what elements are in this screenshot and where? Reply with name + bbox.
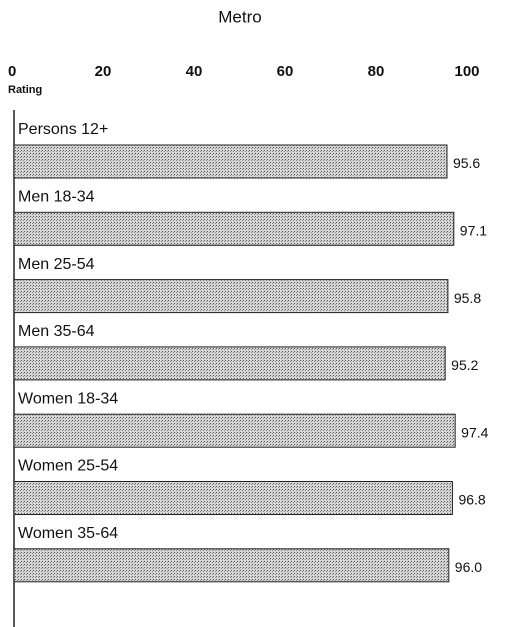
- value-label: 96.0: [455, 559, 482, 575]
- x-tick-label: 20: [95, 63, 112, 80]
- category-label: Women 25-54: [18, 458, 118, 475]
- value-label: 96.8: [458, 492, 485, 508]
- x-tick-label: 60: [277, 63, 294, 80]
- category-label: Women 18-34: [18, 390, 118, 407]
- x-axis-label: Rating: [8, 84, 42, 96]
- bar: [13, 279, 449, 314]
- category-label: Men 35-64: [18, 323, 95, 340]
- bar: [13, 481, 453, 515]
- x-tick-label: 0: [8, 63, 16, 80]
- bar: [13, 211, 455, 246]
- bar: [13, 548, 450, 583]
- category-label: Women 35-64: [18, 525, 118, 542]
- x-tick-label: 80: [368, 63, 385, 80]
- category-label: Men 18-34: [18, 189, 95, 206]
- value-label: 95.2: [451, 357, 478, 373]
- bar: [13, 413, 456, 448]
- value-label: 97.1: [460, 223, 487, 239]
- x-tick-label: 100: [454, 63, 479, 80]
- bar: [13, 346, 446, 381]
- category-label: Men 25-54: [18, 256, 95, 273]
- value-label: 95.6: [453, 155, 480, 171]
- value-label: 95.8: [454, 290, 481, 306]
- x-tick-label: 40: [186, 63, 203, 80]
- category-label: Persons 12+: [18, 121, 108, 138]
- value-label: 97.4: [461, 424, 488, 440]
- chart-title: Metro: [218, 7, 261, 26]
- bar: [13, 144, 448, 179]
